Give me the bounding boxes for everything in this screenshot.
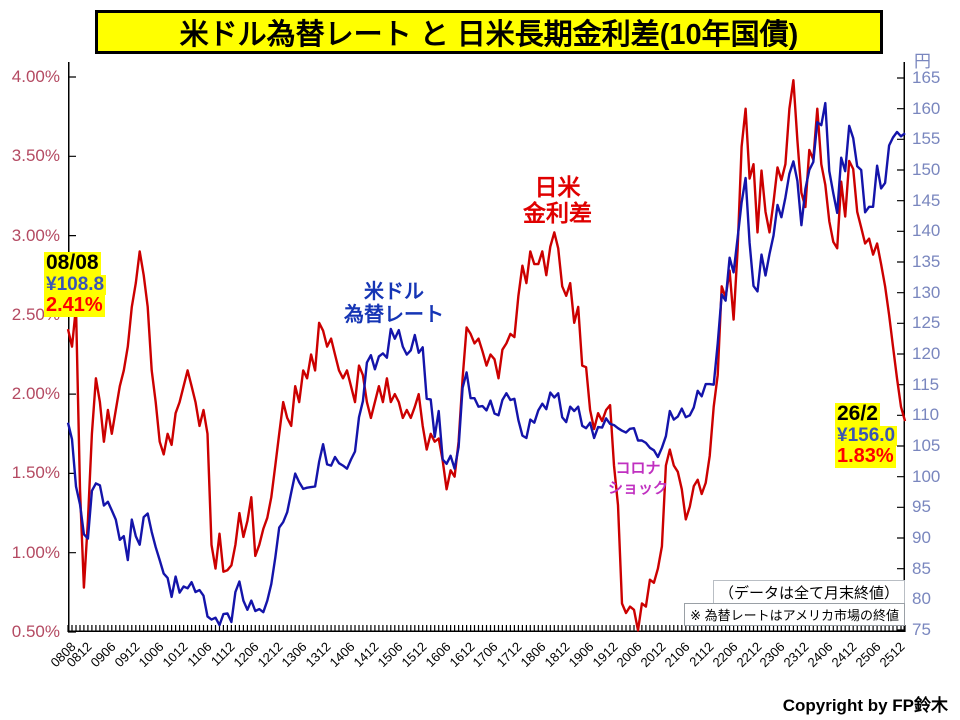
- rate-diff-line: [66, 79, 907, 632]
- right-axis-tick-label: 115: [912, 374, 940, 394]
- right-axis-tick-label: 150: [912, 160, 941, 179]
- axis-lines: [68, 62, 905, 632]
- right-axis-tick-label: 105: [912, 436, 941, 455]
- start-pct-label: 2.41%: [44, 294, 105, 317]
- fx-note: ※ 為替レートはアメリカ市場の終値: [684, 603, 905, 626]
- end-pct-label: 1.83%: [835, 445, 896, 468]
- copyright-text: Copyright by FP鈴木: [782, 696, 948, 715]
- plot-area: [66, 62, 907, 633]
- usdjpy-line: [66, 101, 906, 627]
- right-axis-tick-label: 145: [912, 190, 941, 210]
- right-axis-unit: 円: [914, 52, 931, 71]
- blue-series-label: 米ドル 為替レート: [344, 281, 444, 326]
- chart-title: 米ドル為替レート と 日米長期金利差(10年国債): [179, 19, 799, 51]
- left-axis-tick-label: 2.00%: [11, 384, 60, 404]
- right-axis-tick-label: 85: [912, 558, 931, 578]
- right-axis-tick-label: 165: [912, 68, 941, 87]
- right-axis-tick-label: 125: [912, 313, 941, 333]
- data-note: （データは全て月末終値）: [712, 580, 905, 605]
- left-axis-tick-label: 1.50%: [11, 463, 60, 483]
- right-axis-tick-label: 90: [912, 528, 931, 547]
- right-axis-tick-label: 130: [912, 282, 941, 302]
- start-yen-label: ¥108.8: [44, 273, 107, 296]
- left-axis-tick-label: 3.50%: [11, 146, 60, 166]
- chart-title-box: 米ドル為替レート と 日米長期金利差(10年国債): [95, 10, 883, 54]
- line-chart-svg: [66, 62, 907, 633]
- right-axis-tick-label: 135: [912, 252, 941, 271]
- left-axis-tick-label: 1.00%: [11, 542, 60, 562]
- right-axis-tick-label: 155: [912, 129, 941, 149]
- right-axis-tick-label: 95: [912, 497, 931, 517]
- end-yen-label: ¥156.0: [835, 424, 898, 447]
- right-axis-tick-label: 110: [912, 405, 940, 425]
- right-axis-tick-label: 120: [912, 344, 941, 363]
- start-date-label: 08/08: [44, 251, 101, 275]
- corona-shock-label: コロナ ショック: [607, 460, 668, 498]
- end-point-annotation: 26/2 ¥156.0 1.83%: [835, 402, 898, 468]
- axis-ticks: [67, 76, 906, 633]
- left-axis-tick-label: 3.00%: [11, 225, 60, 245]
- right-axis-tick-label: 140: [912, 221, 941, 241]
- start-point-annotation: 08/08 ¥108.8 2.41%: [44, 251, 107, 317]
- right-axis-tick-label: 75: [912, 620, 931, 639]
- end-date-label: 26/2: [835, 402, 880, 426]
- right-axis-tick-label: 100: [912, 466, 941, 486]
- right-axis-tick-label: 160: [912, 98, 941, 118]
- left-axis-tick-label: 0.50%: [11, 622, 60, 641]
- left-axis-tick-label: 4.00%: [11, 67, 60, 86]
- right-axis-tick-label: 80: [912, 589, 931, 609]
- red-series-label: 日米 金利差: [523, 174, 592, 227]
